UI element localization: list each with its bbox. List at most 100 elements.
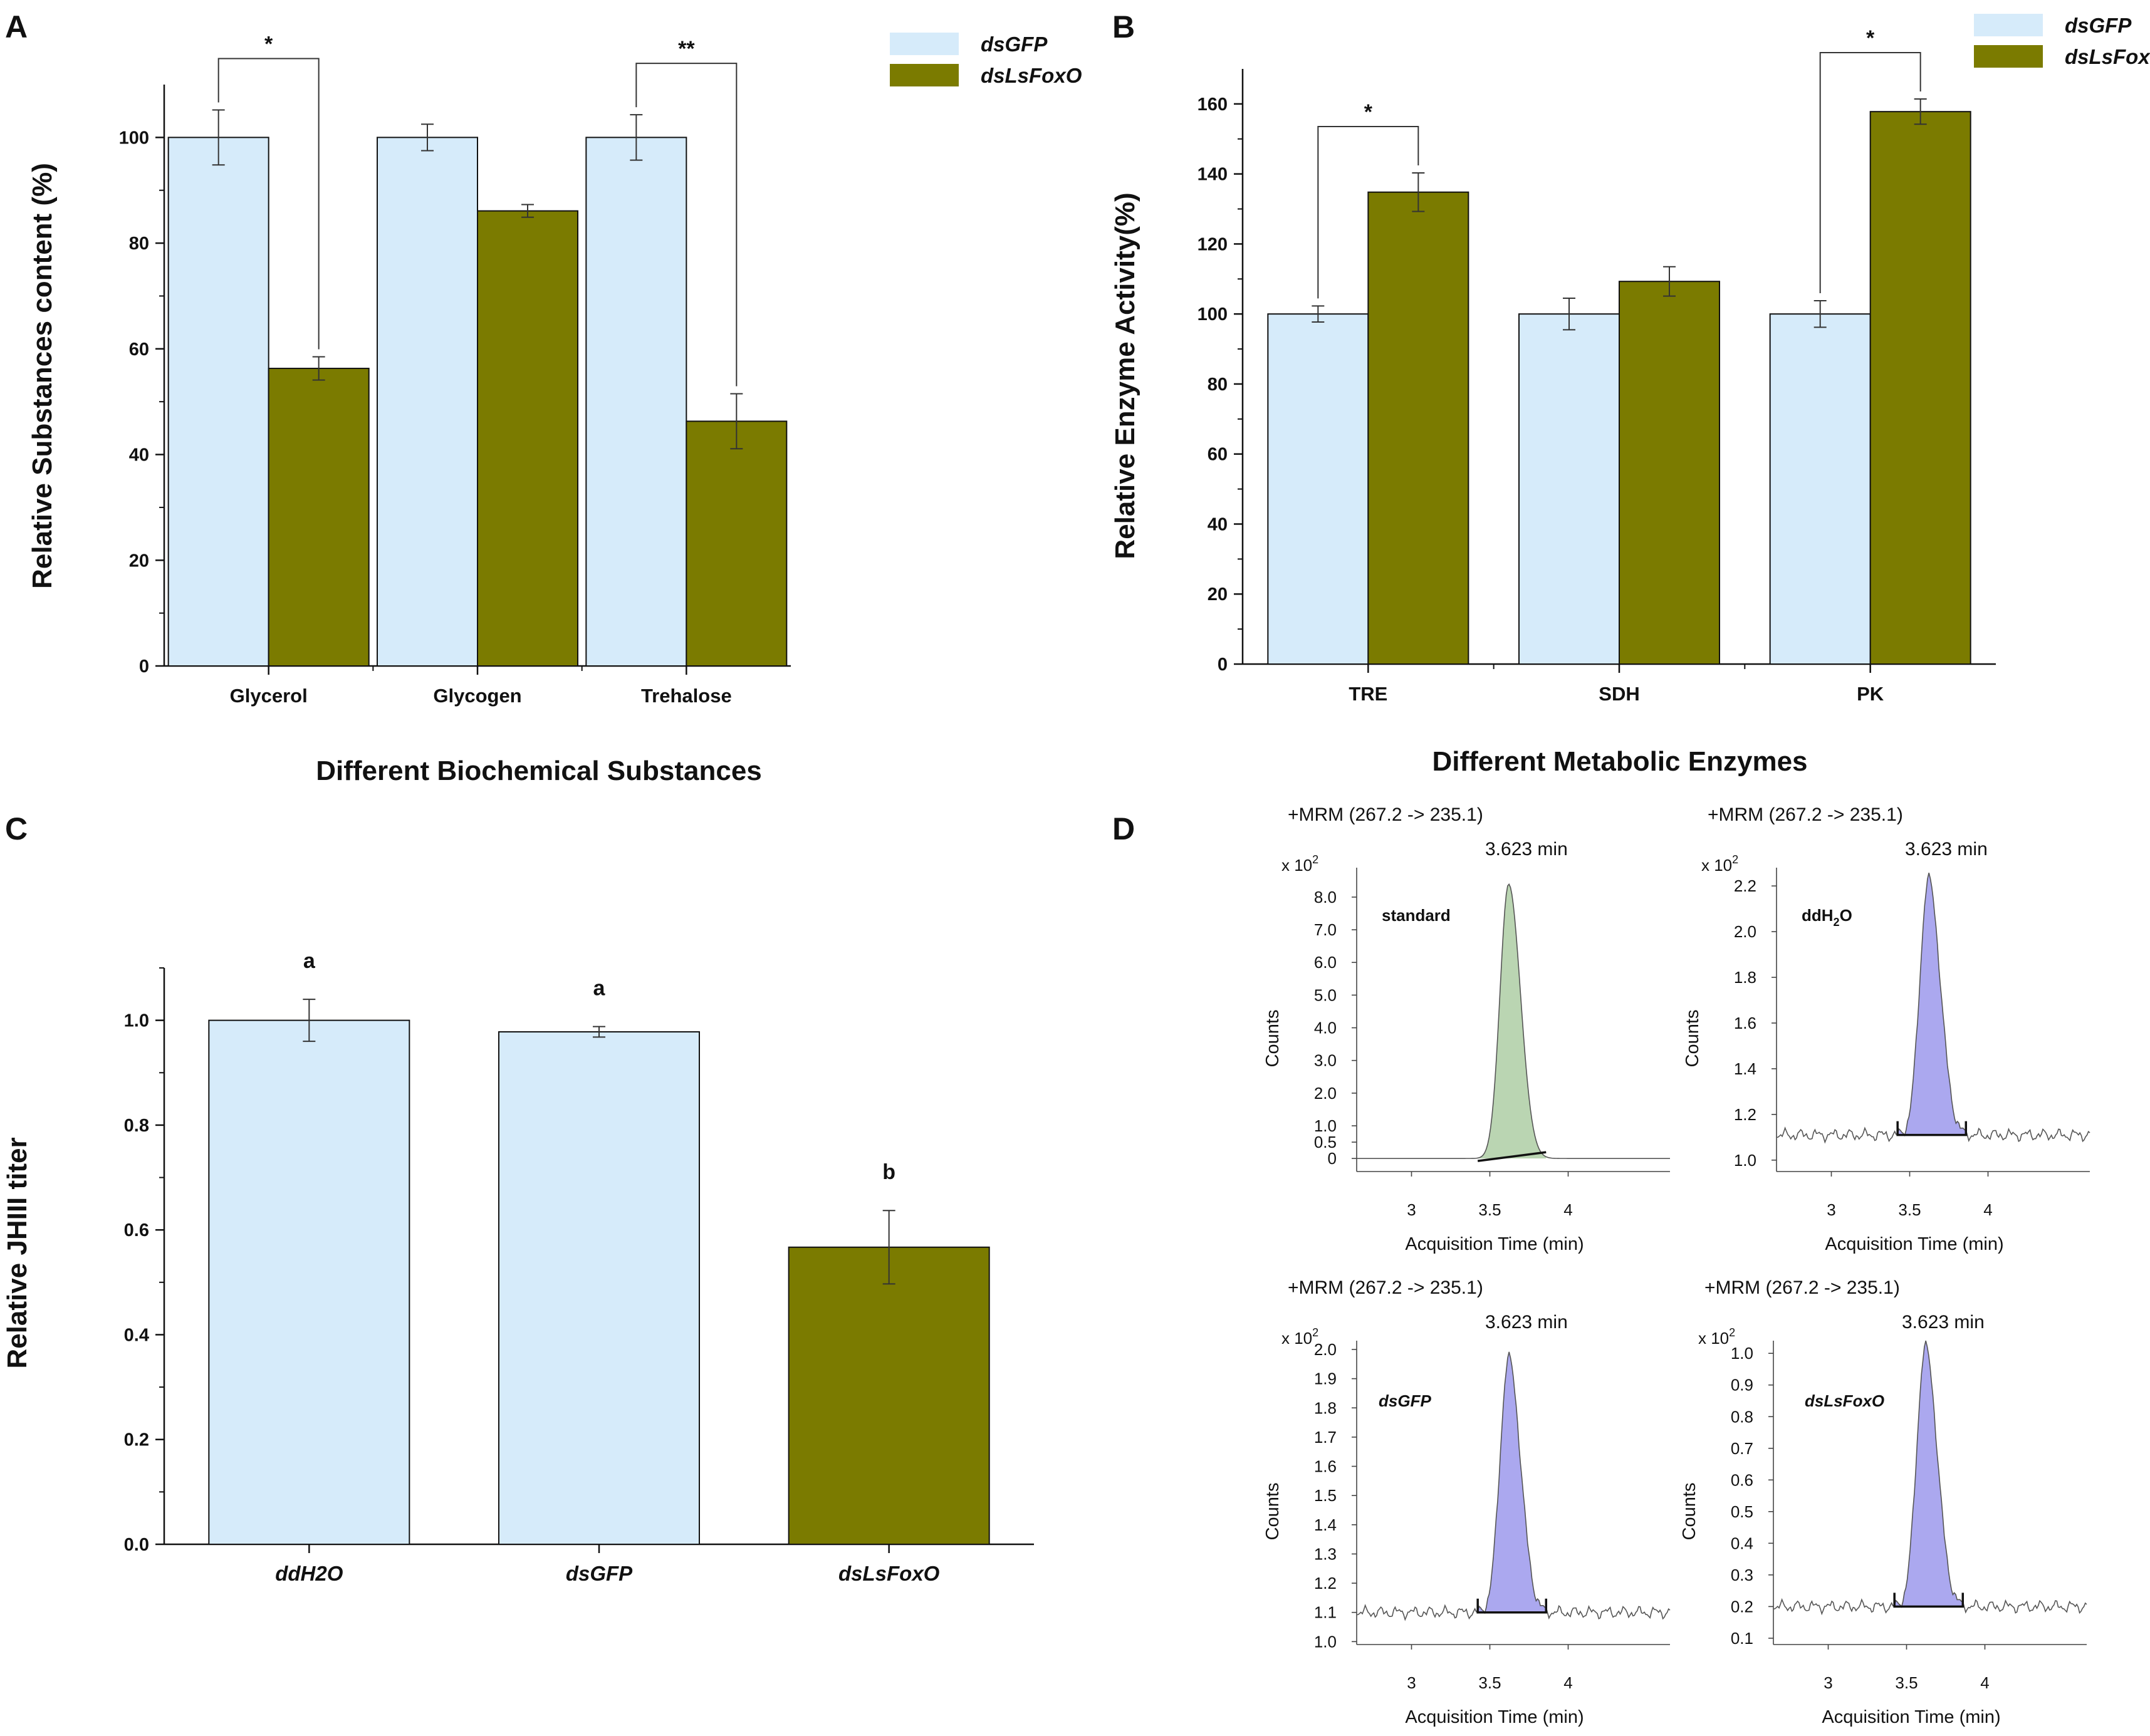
y-tick-label: 1.1 [1314,1603,1337,1622]
y-tick-label: 1.2 [1314,1574,1337,1593]
y-axis-title: Counts [1679,1483,1699,1541]
bar-dsgfp [498,1031,700,1545]
y-tick-label: 8.0 [1314,888,1337,907]
legend-label-dslsfoxo: dsLsFoxO [2065,45,2150,68]
x-tick-label: 3 [1407,1673,1416,1692]
y-tick-label: 0.0 [124,1535,149,1555]
y-tick-label: 0.9 [1731,1376,1753,1395]
y-tick-label: 1.7 [1314,1428,1337,1447]
panel-letter-a: A [5,9,28,44]
integration-baseline [1896,1121,1968,1136]
x-tick-label: 3 [1827,1200,1835,1219]
x-axis-title: Acquisition Time (min) [1405,1234,1584,1254]
mrm-title: +MRM (267.2 -> 235.1) [1288,1277,1483,1298]
bar-ddh2o [208,1019,410,1545]
y-tick-label: 1.0 [1734,1151,1756,1170]
y-tick-label: 1.4 [1314,1515,1337,1534]
y-tick-label: 1.8 [1734,968,1756,987]
sample-label: standard [1382,906,1451,925]
bar-dsgfp-sdh [1518,313,1620,665]
significance-stars: ** [678,37,695,61]
y-tick-label: 4.0 [1314,1019,1337,1037]
y-tick-label: 2.0 [1314,1084,1337,1103]
signal-trace [1773,1340,2087,1616]
y-tick-label: 2.0 [1314,1340,1337,1359]
significance-bracket [217,58,320,350]
y-tick-label: 7.0 [1314,920,1337,939]
y-tick-label: 100 [1198,304,1228,325]
y-tick-label: 0.4 [1731,1534,1753,1552]
y-tick-label: 0.2 [124,1430,149,1450]
x-category-label: ddH2O [275,1562,343,1585]
peak-time-label: 3.623 min [1905,839,1988,860]
scale-label: x 102 [1701,853,1738,875]
significance-stars: * [1866,26,1875,50]
y-tick-label: 1.5 [1314,1486,1337,1505]
peak-time-label: 3.623 min [1485,1312,1568,1333]
y-tick-label: 1.0 [124,1011,149,1031]
y-tick-label: 100 [119,128,149,148]
x-axis-title: Different Metabolic Enzymes [1432,746,1807,777]
chromatogram-dslsfoxo: +MRM (267.2 -> 235.1)3.623 min x 102 0.1 0.… [1679,1277,2087,1727]
y-tick-label: 0.4 [124,1325,149,1345]
legend-swatch-dslsfoxo [890,64,959,86]
x-category-label: dsGFP [566,1562,633,1585]
panel-letter-d: D [1112,811,1135,846]
bar-dslsfoxo-sdh [1619,281,1720,665]
y-tick-label: 1.0 [1314,1116,1337,1135]
peak-time-label: 3.623 min [1902,1312,1985,1333]
scale-exponent: 2 [1312,1326,1318,1339]
bar-dslsfoxo-pk [1869,111,1971,665]
x-tick-label: 3.5 [1478,1200,1501,1219]
bar-dsgfp-tre [1267,313,1369,665]
panel-b-bar-chart: 0 20 40 60 80 100 120 140 160 TRE SDH PK * * dsGFP dsLs… [1110,14,2150,777]
bar-dslsfoxo-glycogen [477,210,578,667]
scale-label: x 102 [1281,1326,1318,1348]
y-tick-label: 0.8 [124,1116,149,1136]
y-tick-label: 0.1 [1731,1629,1753,1648]
y-tick-label: 20 [129,551,149,571]
y-axis-title: Counts [1683,1010,1703,1068]
sample-label-subscript: 2 [1834,916,1840,928]
y-axis-title: Relative Substances content (%) [27,163,58,589]
y-tick-label: 0.8 [1731,1407,1753,1426]
y-axis-title: Counts [1263,1010,1283,1068]
legend-swatch-dslsfoxo [1974,45,2043,68]
significance-bracket [1317,125,1419,299]
chromatogram-dsgfp: +MRM (267.2 -> 235.1)3.623 min x 102 1.0 1.… [1263,1277,1671,1727]
y-tick-label: 40 [129,445,149,465]
chromatogram-ddh2o: +MRM (267.2 -> 235.1)3.623 min x 102 1.0 1.… [1683,804,2090,1254]
signal-trace [1776,872,2090,1144]
bar-dsgfp-pk [1769,313,1871,665]
x-axis-title: Acquisition Time (min) [1825,1234,2003,1254]
y-axis-title: Counts [1263,1483,1283,1541]
legend-label-dslsfoxo: dsLsFoxO [981,64,1082,87]
x-tick-label: 4 [1980,1673,1989,1692]
legend-label-dsgfp: dsGFP [981,33,1048,56]
signal-trace [1356,1351,1671,1621]
y-tick-label: 140 [1198,165,1228,185]
panel-c-bar-chart: 0.0 0.2 0.4 0.6 0.8 1.0 ddH2O a dsGFP a dsLsFoxO b R… [2,949,1034,1585]
peak-area [1894,1341,1963,1607]
integration-baseline [1476,1598,1548,1614]
significance-bracket [635,63,738,387]
y-tick-label: 1.9 [1314,1370,1337,1388]
x-category-label: TRE [1349,683,1387,705]
bar-dsgfp-glycogen [377,137,478,667]
x-axis-title: Acquisition Time (min) [1822,1707,2000,1727]
x-category-label: SDH [1599,683,1639,705]
chromatogram-standard: +MRM (267.2 -> 235.1)3.623 min x 102 00.51… [1263,804,1670,1254]
y-tick-label: 1.6 [1314,1457,1337,1476]
y-tick-label: 6.0 [1314,953,1337,972]
y-tick-label: 0.5 [1314,1133,1337,1151]
y-tick-label: 0.7 [1731,1439,1753,1458]
integration-baseline [1893,1593,1965,1608]
y-tick-label: 120 [1198,234,1228,254]
y-tick-label: 0.3 [1731,1566,1753,1584]
y-tick-label: 3.0 [1314,1051,1337,1070]
scale-exponent: 2 [1729,1326,1735,1339]
bar-dsgfp-glycerol [167,137,269,667]
